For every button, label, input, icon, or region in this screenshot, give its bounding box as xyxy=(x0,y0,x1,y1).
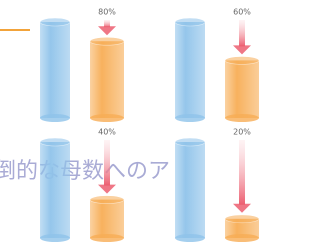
cylinder-top xyxy=(175,138,205,146)
cylinder-top xyxy=(40,18,70,26)
bar xyxy=(90,200,124,238)
cylinder-top xyxy=(90,37,124,45)
arrow-shaft xyxy=(239,140,245,205)
bar xyxy=(90,41,124,118)
value-label: 80% xyxy=(98,8,116,17)
arrow-shaft xyxy=(104,140,110,186)
bar xyxy=(175,142,205,238)
cylinder-top xyxy=(225,56,259,64)
cylinder-top xyxy=(40,138,70,146)
value-label: 40% xyxy=(98,128,116,137)
value-label: 20% xyxy=(233,128,251,137)
cylinder-top xyxy=(225,215,259,223)
bar xyxy=(40,142,70,238)
arrow-shaft xyxy=(104,20,110,27)
arrow-head xyxy=(98,185,116,194)
arrow-head xyxy=(233,204,251,213)
bar xyxy=(225,60,259,118)
cylinder-top xyxy=(90,196,124,204)
chart: 倒的な母数へのア 80% 60% 40% 20% xyxy=(0,0,275,244)
arrow-head xyxy=(233,45,251,54)
arrow-head xyxy=(98,26,116,35)
bar xyxy=(40,22,70,118)
page: 倒的な母数へのア 80%60%40%20% (() => { const dat… xyxy=(0,0,320,244)
caption: 倒的な母数へのア xyxy=(0,159,170,184)
bar xyxy=(175,22,205,118)
arrow-shaft xyxy=(239,20,245,46)
cylinder-top xyxy=(175,18,205,26)
value-label: 60% xyxy=(233,8,251,17)
